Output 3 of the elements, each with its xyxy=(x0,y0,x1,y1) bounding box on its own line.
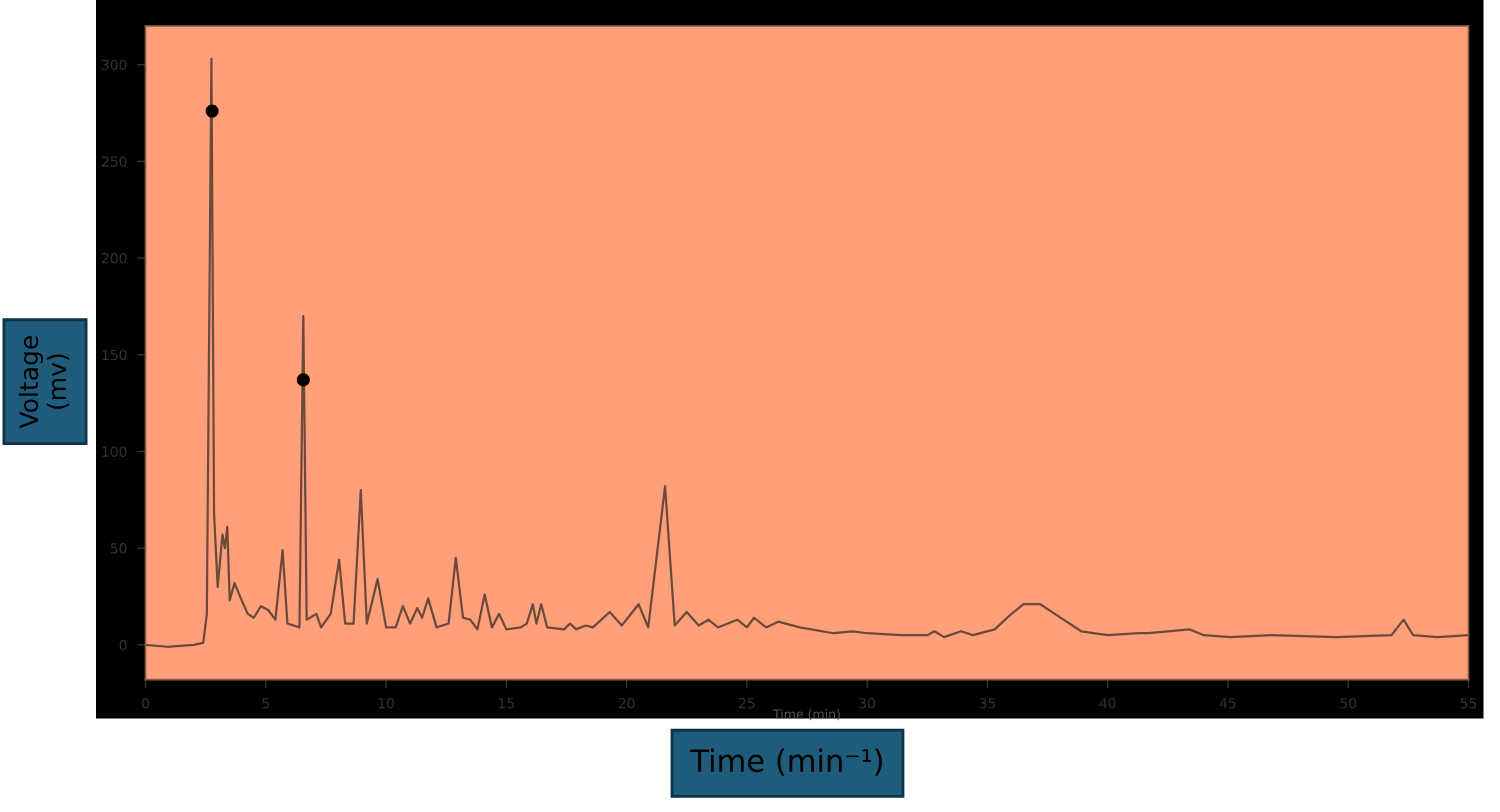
y-axis-title: Voltage (mv) xyxy=(18,336,70,429)
x-axis-title: Time (min⁻¹) xyxy=(690,748,883,776)
line-series xyxy=(145,57,1469,648)
